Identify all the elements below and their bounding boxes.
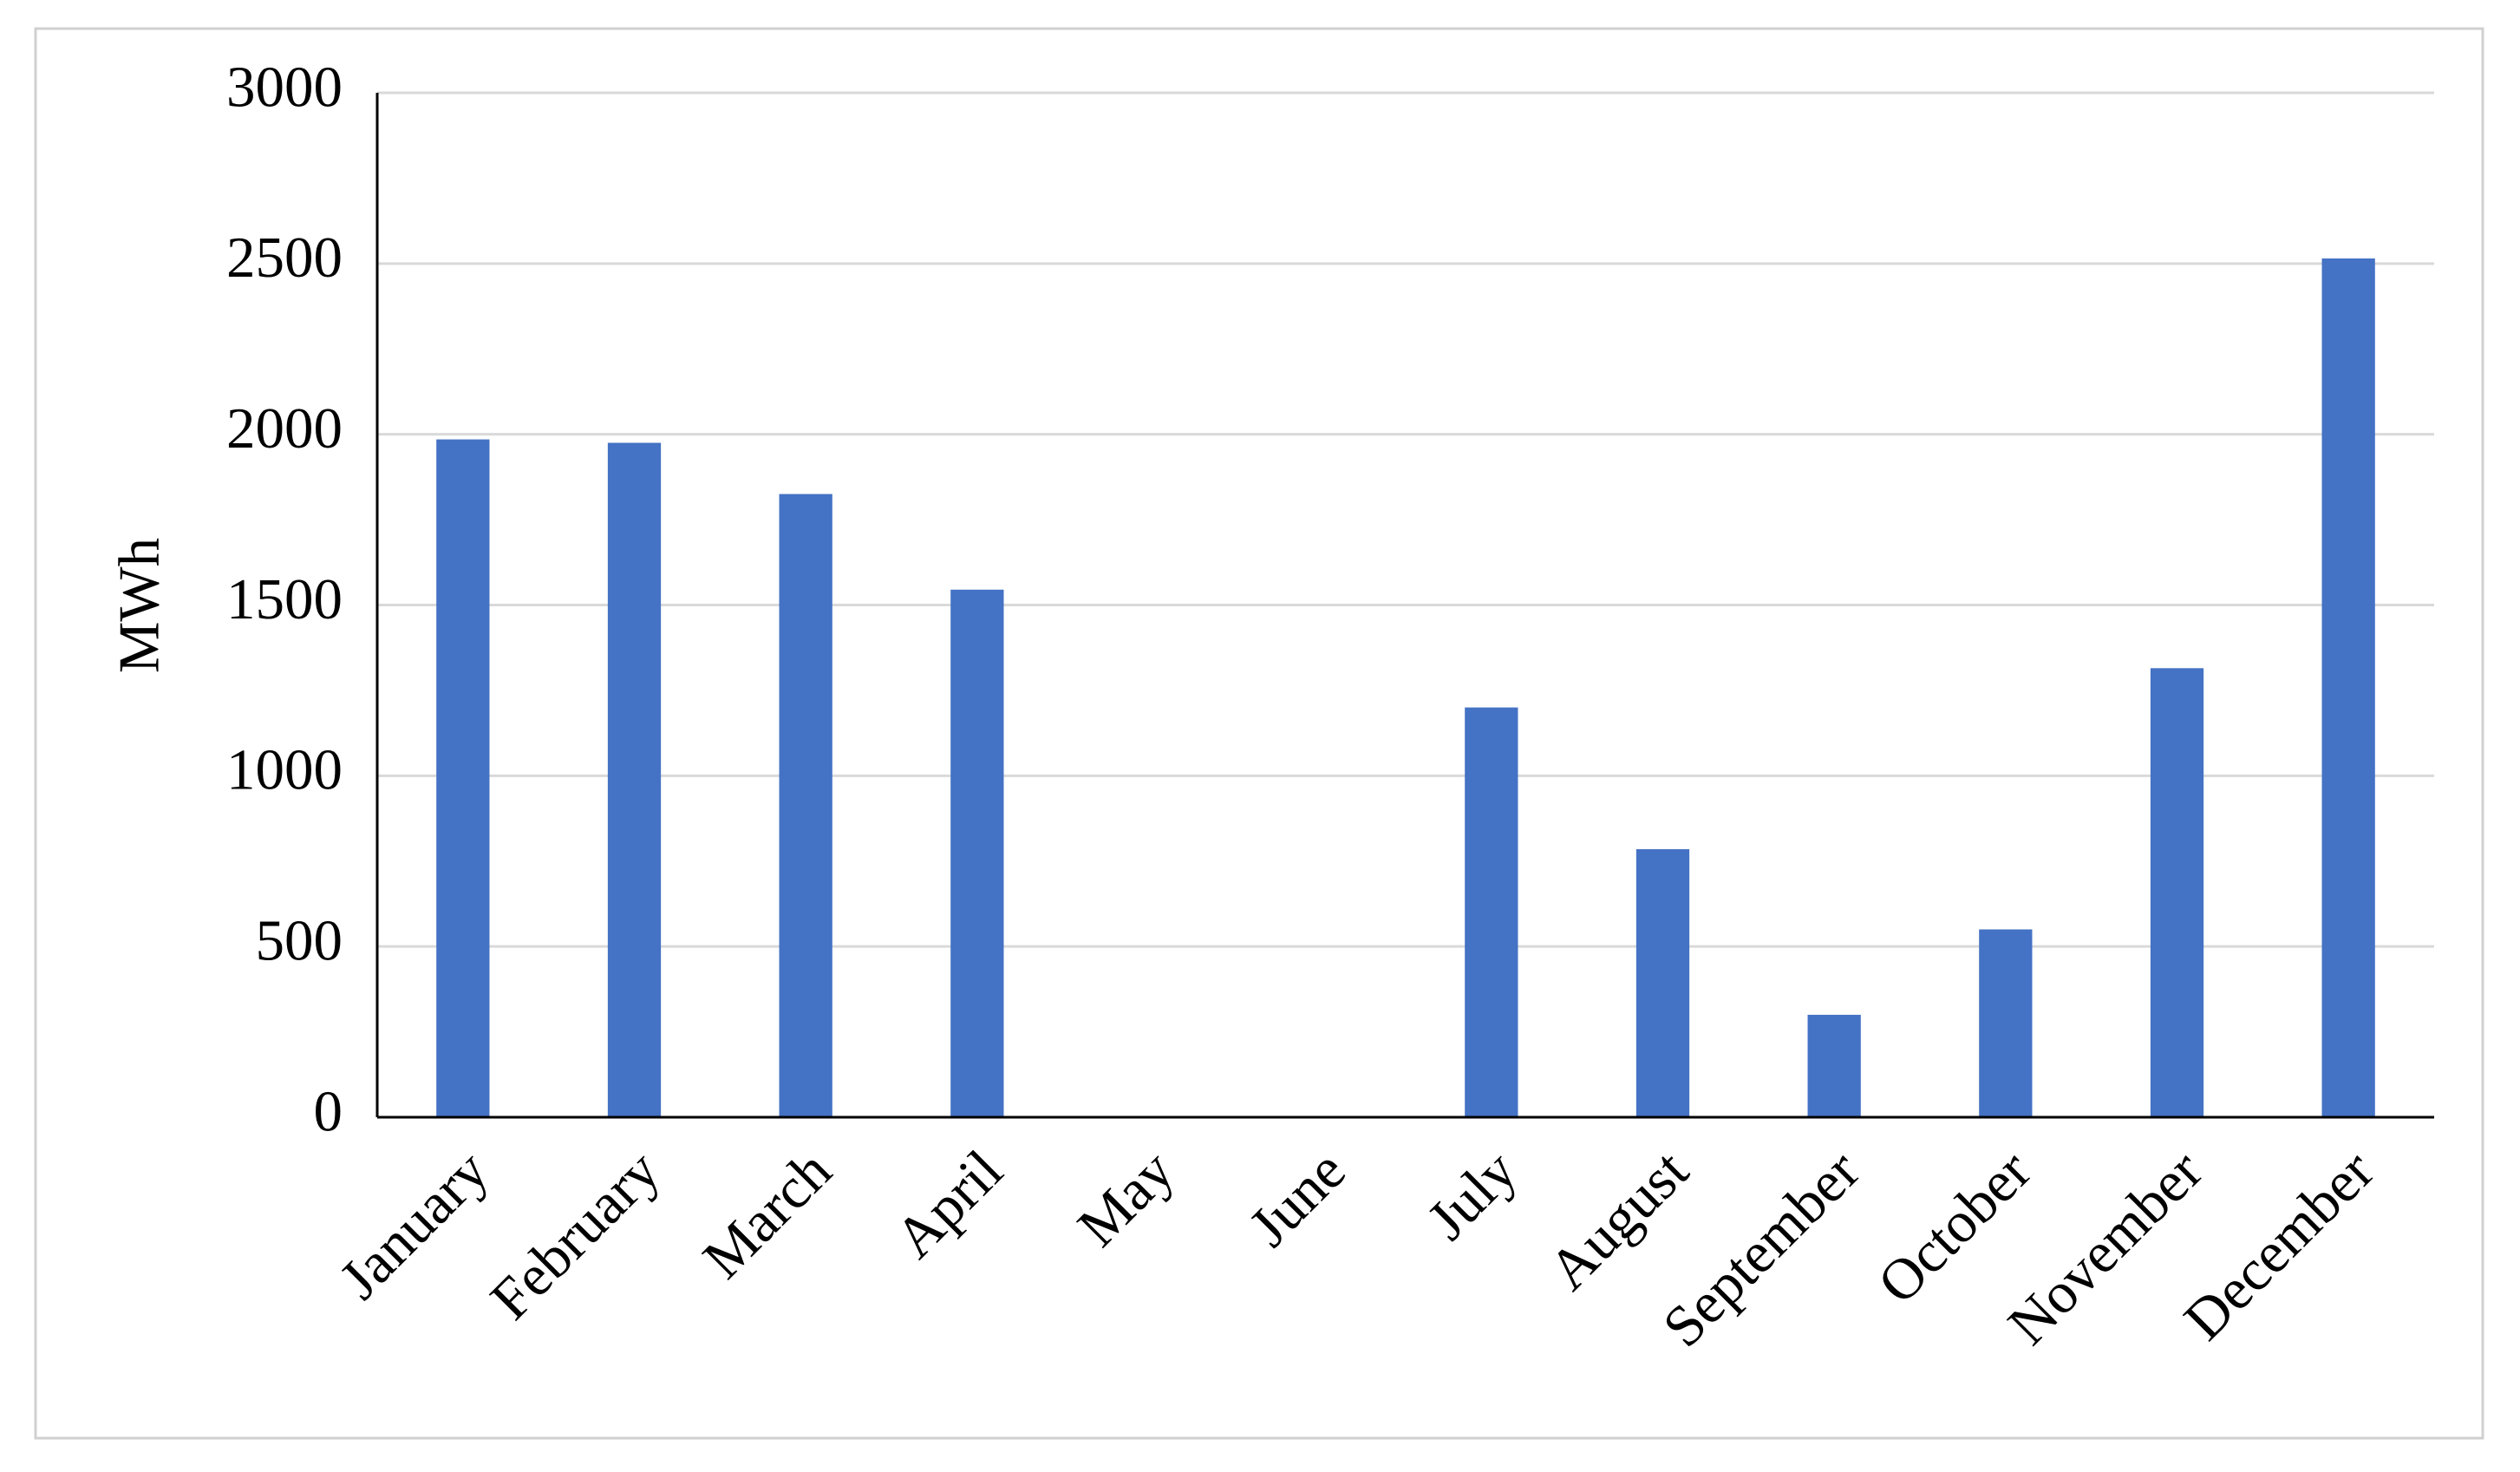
y-tick-label: 500 [256, 909, 343, 973]
y-tick-label: 2000 [226, 396, 343, 461]
y-tick-label: 1500 [226, 567, 343, 631]
y-tick-label: 2500 [226, 226, 343, 290]
bar [950, 589, 1004, 1117]
bar [2321, 258, 2375, 1117]
bar [436, 439, 490, 1117]
y-tick-label: 3000 [226, 55, 343, 119]
bar [779, 494, 832, 1117]
bar [1635, 848, 1690, 1117]
bar [1807, 1014, 1861, 1117]
y-tick-label: 0 [314, 1079, 343, 1143]
bar [1979, 929, 2033, 1117]
y-axis-label: MWh [107, 538, 171, 673]
y-tick-label: 1000 [226, 738, 343, 802]
bar [1465, 707, 1518, 1117]
bar [607, 442, 662, 1118]
bar [2150, 668, 2204, 1117]
